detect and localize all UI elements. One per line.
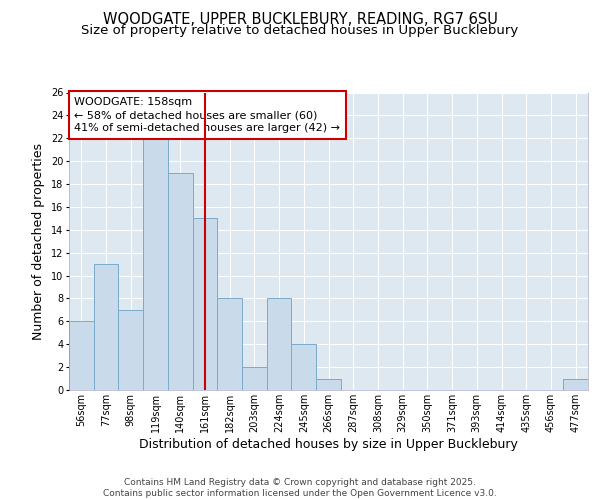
Bar [69,322,94,390]
Text: WOODGATE, UPPER BUCKLEBURY, READING, RG7 6SU: WOODGATE, UPPER BUCKLEBURY, READING, RG7… [103,12,497,28]
Bar [292,344,316,390]
Bar [94,264,118,390]
Bar [563,378,588,390]
Y-axis label: Number of detached properties: Number of detached properties [32,143,46,340]
Bar [267,298,292,390]
X-axis label: Distribution of detached houses by size in Upper Bucklebury: Distribution of detached houses by size … [139,438,518,450]
Bar [118,310,143,390]
Text: Contains HM Land Registry data © Crown copyright and database right 2025.
Contai: Contains HM Land Registry data © Crown c… [103,478,497,498]
Bar [217,298,242,390]
Text: Size of property relative to detached houses in Upper Bucklebury: Size of property relative to detached ho… [82,24,518,37]
Bar [143,138,168,390]
Bar [242,367,267,390]
Bar [316,378,341,390]
Bar [193,218,217,390]
Text: WOODGATE: 158sqm
← 58% of detached houses are smaller (60)
41% of semi-detached : WOODGATE: 158sqm ← 58% of detached house… [74,97,340,134]
Bar [168,172,193,390]
